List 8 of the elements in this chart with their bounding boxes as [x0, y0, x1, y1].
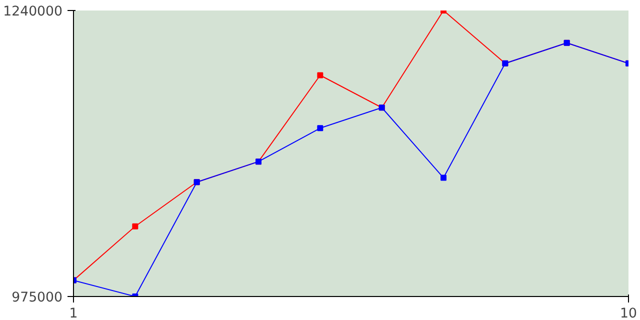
- point: [317, 72, 324, 78]
- y-tick-label: 1240000: [3, 4, 62, 20]
- y-tick-label: 975000: [12, 290, 63, 306]
- x-tick-label: 1: [69, 306, 78, 320]
- x-tick-label: 10: [620, 306, 637, 320]
- point: [132, 223, 138, 230]
- point: [440, 174, 446, 181]
- point: [317, 125, 324, 132]
